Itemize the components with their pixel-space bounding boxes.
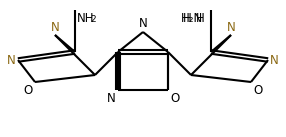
- Text: N: N: [107, 92, 116, 105]
- Text: H: H: [183, 12, 192, 25]
- Text: N: N: [51, 21, 59, 34]
- Text: N: N: [227, 21, 235, 34]
- Text: N: N: [270, 54, 279, 66]
- Text: O: O: [170, 92, 179, 105]
- Text: NH: NH: [77, 12, 94, 25]
- Text: N: N: [7, 54, 16, 66]
- Text: O: O: [24, 84, 33, 97]
- Text: N: N: [139, 17, 147, 30]
- Text: O: O: [253, 84, 262, 97]
- Text: H: H: [196, 12, 205, 25]
- Text: H₂N: H₂N: [181, 12, 203, 25]
- Text: 2: 2: [90, 15, 96, 24]
